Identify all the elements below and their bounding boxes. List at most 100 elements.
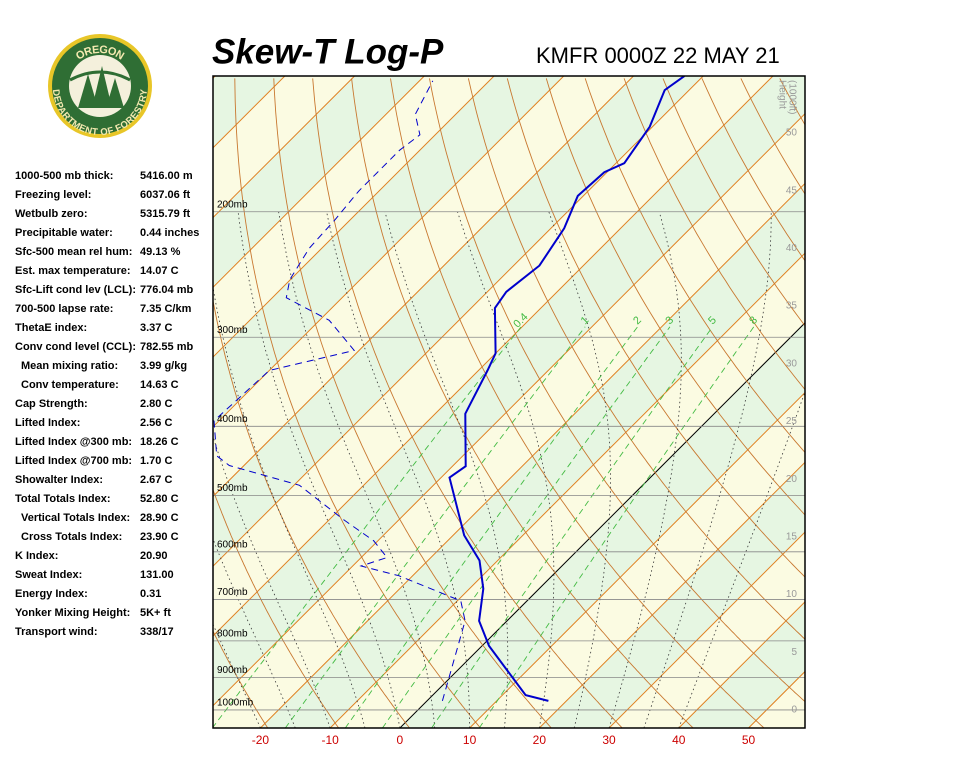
moist-adiabat xyxy=(643,211,772,728)
index-label: Transport wind: xyxy=(15,626,98,638)
temp-band xyxy=(818,76,960,728)
mixing-ratio-line xyxy=(284,326,586,728)
temperature-label: 0 xyxy=(397,733,404,747)
index-label: Precipitable water: xyxy=(15,227,113,239)
index-label: Sweat Index: xyxy=(15,569,82,581)
index-value: 3.99 g/kg xyxy=(140,360,187,372)
temperature-label: -10 xyxy=(321,733,339,747)
pressure-label: 800mb xyxy=(217,629,248,640)
height-axis-label: Height xyxy=(776,80,787,109)
dry-adiabat xyxy=(213,630,269,728)
index-label: Lifted Index @700 mb: xyxy=(15,455,132,467)
index-label: Wetbulb zero: xyxy=(15,208,88,220)
index-label: K Index: xyxy=(15,550,58,562)
index-value: 338/17 xyxy=(140,626,174,638)
isotherm xyxy=(399,322,805,728)
index-label: Est. max temperature: xyxy=(15,265,131,277)
index-label: 1000-500 mb thick: xyxy=(15,170,113,182)
index-value: 0.44 inches xyxy=(140,227,199,239)
dry-adiabat xyxy=(897,78,960,728)
index-value: 5416.00 m xyxy=(140,170,193,182)
index-value: 28.90 C xyxy=(140,512,179,524)
dry-adiabat xyxy=(545,78,805,516)
logo-top: OREGON xyxy=(74,44,126,63)
height-label: 50 xyxy=(786,128,798,139)
height-label: 45 xyxy=(786,185,798,196)
title: Skew-T Log-P xyxy=(212,32,444,71)
dry-adiabat xyxy=(312,78,623,728)
index-label: Sfc-Lift cond lev (LCL): xyxy=(15,284,136,296)
temperature-label: -20 xyxy=(252,733,270,747)
temperature-line xyxy=(448,76,685,702)
mixing-ratio-line xyxy=(344,326,638,728)
logo-top-text: OREGON xyxy=(74,44,126,63)
index-value: 131.00 xyxy=(140,569,174,581)
index-value: 0.31 xyxy=(140,588,161,600)
mixing-ratio-line xyxy=(213,326,522,728)
isotherm xyxy=(213,76,355,219)
index-label: Sfc-500 mean rel hum: xyxy=(15,246,132,258)
index-value: 2.56 C xyxy=(140,417,172,429)
index-label: 700-500 lapse rate: xyxy=(15,303,113,315)
pressure-label: 700mb xyxy=(217,587,248,598)
dry-adiabat xyxy=(234,78,481,728)
dewpoint-line xyxy=(213,80,466,702)
dry-adiabat xyxy=(467,78,805,640)
isotherm xyxy=(678,601,805,728)
isotherm xyxy=(608,531,805,728)
index-value: 5315.79 ft xyxy=(140,208,190,220)
temperature-label: 20 xyxy=(533,733,547,747)
dry-adiabat xyxy=(936,78,960,728)
plot-area xyxy=(213,76,960,728)
index-value: 7.35 C/km xyxy=(140,303,192,315)
station: KMFR 0000Z 22 MAY 21 xyxy=(536,43,780,68)
height-label: 10 xyxy=(786,589,798,600)
index-value: 6037.06 ft xyxy=(140,189,190,201)
index-label: Freezing level: xyxy=(15,189,91,201)
index-value: 52.80 C xyxy=(140,493,179,505)
dry-adiabat xyxy=(429,78,805,703)
moist-adiabat xyxy=(678,390,805,728)
index-value: 1.70 C xyxy=(140,455,172,467)
index-value: 14.07 C xyxy=(140,265,179,277)
moist-adiabat xyxy=(384,211,509,728)
moist-adiabat xyxy=(278,211,436,728)
isotherm xyxy=(213,76,704,567)
temp-band xyxy=(213,113,805,728)
index-label: Lifted Index @300 mb: xyxy=(15,436,132,448)
pressure-label: 400mb xyxy=(217,414,248,425)
index-label: Total Totals Index: xyxy=(15,493,111,505)
index-value: 782.55 mb xyxy=(140,341,193,353)
index-label: Yonker Mixing Height: xyxy=(15,607,130,619)
pressure-label: 300mb xyxy=(217,325,248,336)
index-value: 5K+ ft xyxy=(140,607,171,619)
index-label: ThetaE index: xyxy=(15,322,87,334)
index-value: 2.67 C xyxy=(140,474,172,486)
index-value: 776.04 mb xyxy=(140,284,193,296)
temp-band xyxy=(213,76,805,706)
dry-adiabat xyxy=(506,78,805,578)
isotherm xyxy=(818,76,960,728)
temperature-label: 40 xyxy=(672,733,686,747)
pressure-label: 600mb xyxy=(217,539,248,550)
moist-adiabat xyxy=(457,211,555,728)
index-value: 3.37 C xyxy=(140,322,172,334)
height-label: 35 xyxy=(786,301,798,312)
pressure-label: 900mb xyxy=(217,665,248,676)
moist-adiabat xyxy=(548,211,611,728)
axes: 0.4 1 2 3 5 81000mb900mb800mb700mb600mb500mb4… xyxy=(217,80,797,747)
index-value: 14.63 C xyxy=(140,379,179,391)
isotherm xyxy=(213,76,495,358)
height-label: 15 xyxy=(786,532,798,543)
index-label: Conv cond level (CCL): xyxy=(15,341,136,353)
dry-adiabat xyxy=(351,78,694,728)
moist-adiabat xyxy=(213,538,296,728)
dry-adiabat xyxy=(213,298,410,728)
index-label: Conv temperature: xyxy=(21,379,119,391)
moist-adiabat xyxy=(608,211,682,728)
height-label: 5 xyxy=(791,647,797,658)
dry-adiabat xyxy=(390,78,765,728)
isotherm xyxy=(213,76,774,637)
isotherm xyxy=(213,76,425,289)
isotherm xyxy=(888,76,960,728)
